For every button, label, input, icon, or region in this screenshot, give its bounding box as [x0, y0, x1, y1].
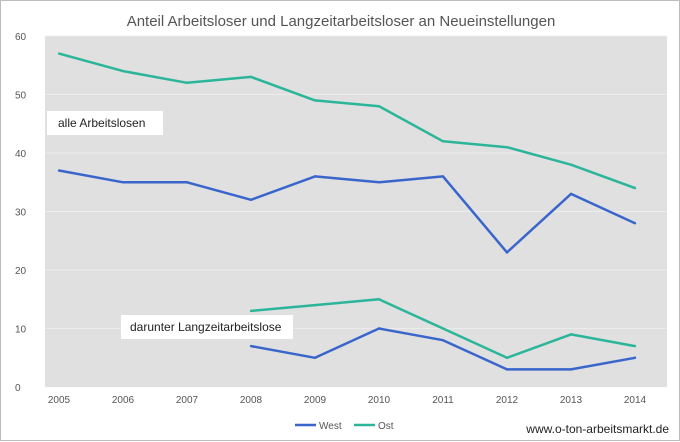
legend: West Ost — [295, 421, 394, 432]
y-tick-label: 0 — [15, 383, 21, 394]
data-point-west — [377, 181, 381, 184]
data-point-ost — [249, 75, 253, 79]
data-point-west — [505, 251, 509, 254]
data-point-west — [505, 368, 509, 371]
data-point-ost — [505, 145, 509, 149]
annotation-box — [121, 315, 293, 339]
data-point-west — [377, 327, 381, 330]
x-tick-label: 2008 — [240, 395, 263, 406]
data-point-west — [633, 222, 637, 225]
series-line-west — [58, 169, 636, 254]
data-point-ost — [185, 81, 189, 85]
data-point-ost — [633, 344, 637, 348]
data-point-ost — [569, 333, 573, 336]
y-tick-label: 40 — [15, 149, 27, 160]
data-point-ost — [441, 327, 445, 330]
x-tick-label: 2009 — [304, 395, 327, 406]
data-point-west — [569, 192, 573, 196]
data-point-ost — [569, 163, 573, 166]
data-point-west — [57, 169, 61, 172]
data-point-west — [249, 198, 253, 201]
y-axis-ticks: 0 10 20 30 40 50 60 — [15, 32, 27, 394]
y-tick-label: 20 — [15, 266, 27, 277]
series-lines — [57, 52, 637, 371]
x-tick-label: 2006 — [112, 395, 135, 406]
data-point-ost — [57, 52, 61, 55]
source-label: www.o-ton-arbeitsmarkt.de — [525, 422, 669, 436]
data-point-ost — [313, 99, 317, 102]
chart-title: Anteil Arbeitsloser und Langzeitarbeitsl… — [127, 13, 556, 30]
data-point-west — [185, 181, 189, 184]
x-tick-label: 2010 — [368, 395, 391, 406]
data-point-west — [633, 356, 637, 359]
data-point-ost — [377, 105, 381, 108]
legend-label-ost: Ost — [378, 421, 394, 432]
data-point-west — [441, 175, 445, 178]
annotation-label: darunter Langzeitarbeitslose — [130, 320, 282, 334]
data-point-west — [249, 344, 253, 348]
y-tick-label: 50 — [15, 91, 27, 102]
x-tick-label: 2011 — [432, 395, 454, 406]
data-point-ost — [633, 186, 637, 190]
data-point-ost — [377, 298, 381, 301]
data-point-west — [569, 368, 573, 371]
data-point-west — [121, 181, 125, 184]
series-line-ost — [58, 52, 636, 190]
x-tick-label: 2014 — [624, 395, 647, 406]
y-tick-label: 30 — [15, 208, 27, 219]
annotation-label: alle Arbeitslosen — [58, 116, 145, 130]
x-tick-label: 2013 — [560, 395, 583, 406]
data-point-west — [313, 356, 317, 359]
annotation-langzeitarbeitslose: darunter Langzeitarbeitslose — [121, 315, 293, 339]
x-tick-label: 2007 — [176, 395, 199, 406]
x-axis-ticks: 2005 2006 2007 2008 2009 2010 2011 2012 2013 2014 — [48, 395, 647, 406]
data-point-west — [313, 175, 317, 178]
data-point-ost — [441, 140, 445, 143]
annotation-alle-arbeitslosen: alle Arbeitslosen — [47, 111, 163, 135]
data-point-ost — [249, 309, 253, 313]
data-point-ost — [313, 303, 317, 307]
y-tick-label: 10 — [15, 325, 27, 336]
y-tick-label: 60 — [15, 32, 27, 43]
legend-label-west: West — [319, 421, 342, 432]
x-tick-label: 2012 — [496, 395, 519, 406]
data-point-ost — [505, 356, 509, 359]
data-point-west — [441, 339, 445, 342]
annotation-box — [47, 111, 163, 135]
data-point-ost — [121, 69, 125, 73]
x-tick-label: 2005 — [48, 395, 71, 406]
